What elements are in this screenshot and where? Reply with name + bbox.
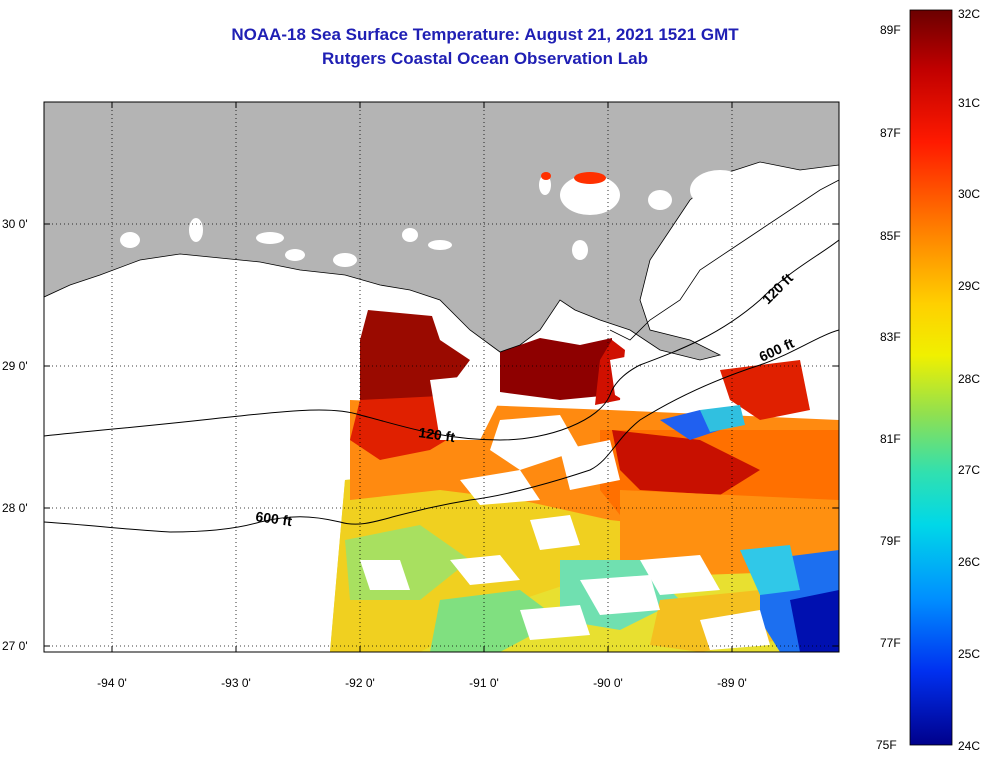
cb-c-31: 31C	[958, 96, 980, 110]
contour-label-120ft: 120 ft	[418, 424, 457, 445]
cb-f-75: 75F	[876, 738, 897, 752]
cb-c-32: 32C	[958, 7, 980, 21]
cb-f-81: 81F	[880, 432, 901, 446]
colorbar	[909, 9, 953, 746]
cb-c-25: 25C	[958, 647, 980, 661]
lon-label-92: -92 0'	[345, 676, 375, 690]
cb-f-79: 79F	[880, 534, 901, 548]
lat-label-30: 30 0'	[2, 217, 28, 231]
cb-c-26: 26C	[958, 555, 980, 569]
plot-frame	[43, 101, 840, 653]
sst-field	[330, 310, 839, 652]
contour-label-600ft: 600 ft	[255, 508, 294, 529]
cb-f-83: 83F	[880, 330, 901, 344]
lat-label-28: 28 0'	[2, 501, 28, 515]
lon-label-94: -94 0'	[97, 676, 127, 690]
tick-marks	[44, 102, 839, 652]
lon-label-90: -90 0'	[593, 676, 623, 690]
cb-f-85: 85F	[880, 229, 901, 243]
cb-f-77: 77F	[880, 636, 901, 650]
lon-label-91: -91 0'	[469, 676, 499, 690]
colorbar-fahrenheit-labels: 89F 87F 85F 83F 81F 79F 77F 75F	[876, 23, 901, 752]
lat-label-27: 27 0'	[2, 639, 28, 653]
map-subtitle: Rutgers Coastal Ocean Observation Lab	[322, 49, 648, 68]
cb-f-89: 89F	[880, 23, 901, 37]
depth-contours	[44, 239, 839, 533]
lon-label-89: -89 0'	[717, 676, 747, 690]
cb-c-24: 24C	[958, 739, 980, 753]
cb-c-28: 28C	[958, 372, 980, 386]
map-title: NOAA-18 Sea Surface Temperature: August …	[231, 25, 739, 44]
cb-c-29: 29C	[958, 279, 980, 293]
coastline-east	[609, 179, 839, 341]
cb-f-87: 87F	[880, 126, 901, 140]
inland-water	[120, 170, 825, 320]
cb-c-30: 30C	[958, 187, 980, 201]
colorbar-celsius-labels: 32C 31C 30C 29C 28C 27C 26C 25C 24C	[958, 7, 980, 753]
cb-c-27: 27C	[958, 463, 980, 477]
graticule	[44, 102, 839, 652]
lon-label-93: -93 0'	[221, 676, 251, 690]
lat-label-29: 29 0'	[2, 359, 28, 373]
